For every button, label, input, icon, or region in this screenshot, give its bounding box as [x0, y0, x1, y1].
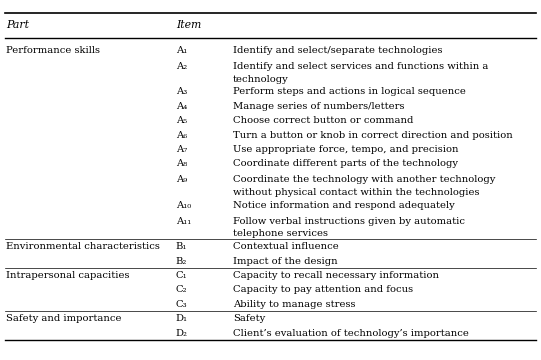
Text: A₄: A₄ — [176, 102, 187, 111]
Text: C₃: C₃ — [176, 300, 187, 309]
Text: C₁: C₁ — [176, 271, 187, 280]
Text: Identify and select/separate technologies: Identify and select/separate technologie… — [233, 46, 442, 55]
Text: A₃: A₃ — [176, 87, 187, 96]
Text: Client’s evaluation of technology’s importance: Client’s evaluation of technology’s impo… — [233, 329, 469, 338]
Text: A₆: A₆ — [176, 131, 187, 140]
Text: Coordinate the technology with another technology: Coordinate the technology with another t… — [233, 175, 495, 184]
Text: technology: technology — [233, 75, 288, 84]
Text: Part: Part — [6, 20, 30, 30]
Text: D₂: D₂ — [176, 329, 188, 338]
Text: Identify and select services and functions within a: Identify and select services and functio… — [233, 62, 488, 71]
Text: Performance skills: Performance skills — [6, 46, 101, 55]
Text: B₁: B₁ — [176, 242, 187, 251]
Text: Intrapersonal capacities: Intrapersonal capacities — [6, 271, 130, 280]
Text: B₂: B₂ — [176, 257, 187, 266]
Text: D₁: D₁ — [176, 314, 188, 323]
Text: Capacity to pay attention and focus: Capacity to pay attention and focus — [233, 285, 413, 294]
Text: Notice information and respond adequately: Notice information and respond adequatel… — [233, 201, 454, 210]
Text: without physical contact within the technologies: without physical contact within the tech… — [233, 188, 479, 197]
Text: Choose correct button or command: Choose correct button or command — [233, 116, 413, 125]
Text: Contextual influence: Contextual influence — [233, 242, 338, 251]
Text: Item: Item — [176, 20, 201, 30]
Text: Safety: Safety — [233, 314, 265, 323]
Text: Manage series of numbers/letters: Manage series of numbers/letters — [233, 102, 404, 111]
Text: Impact of the design: Impact of the design — [233, 257, 337, 266]
Text: A₁₀: A₁₀ — [176, 201, 191, 210]
Text: A₅: A₅ — [176, 116, 187, 125]
Text: Turn a button or knob in correct direction and position: Turn a button or knob in correct directi… — [233, 131, 512, 140]
Text: A₉: A₉ — [176, 175, 187, 184]
Text: Coordinate different parts of the technology: Coordinate different parts of the techno… — [233, 159, 458, 168]
Text: telephone services: telephone services — [233, 229, 328, 238]
Text: Ability to manage stress: Ability to manage stress — [233, 300, 355, 309]
Text: A₈: A₈ — [176, 159, 187, 168]
Text: A₁: A₁ — [176, 46, 187, 55]
Text: Follow verbal instructions given by automatic: Follow verbal instructions given by auto… — [233, 217, 465, 226]
Text: Use appropriate force, tempo, and precision: Use appropriate force, tempo, and precis… — [233, 145, 458, 154]
Text: Perform steps and actions in logical sequence: Perform steps and actions in logical seq… — [233, 87, 465, 96]
Text: Capacity to recall necessary information: Capacity to recall necessary information — [233, 271, 439, 280]
Text: A₁₁: A₁₁ — [176, 217, 191, 226]
Text: Environmental characteristics: Environmental characteristics — [6, 242, 160, 251]
Text: A₇: A₇ — [176, 145, 187, 154]
Text: A₂: A₂ — [176, 62, 187, 71]
Text: Safety and importance: Safety and importance — [6, 314, 122, 323]
Text: C₂: C₂ — [176, 285, 187, 294]
